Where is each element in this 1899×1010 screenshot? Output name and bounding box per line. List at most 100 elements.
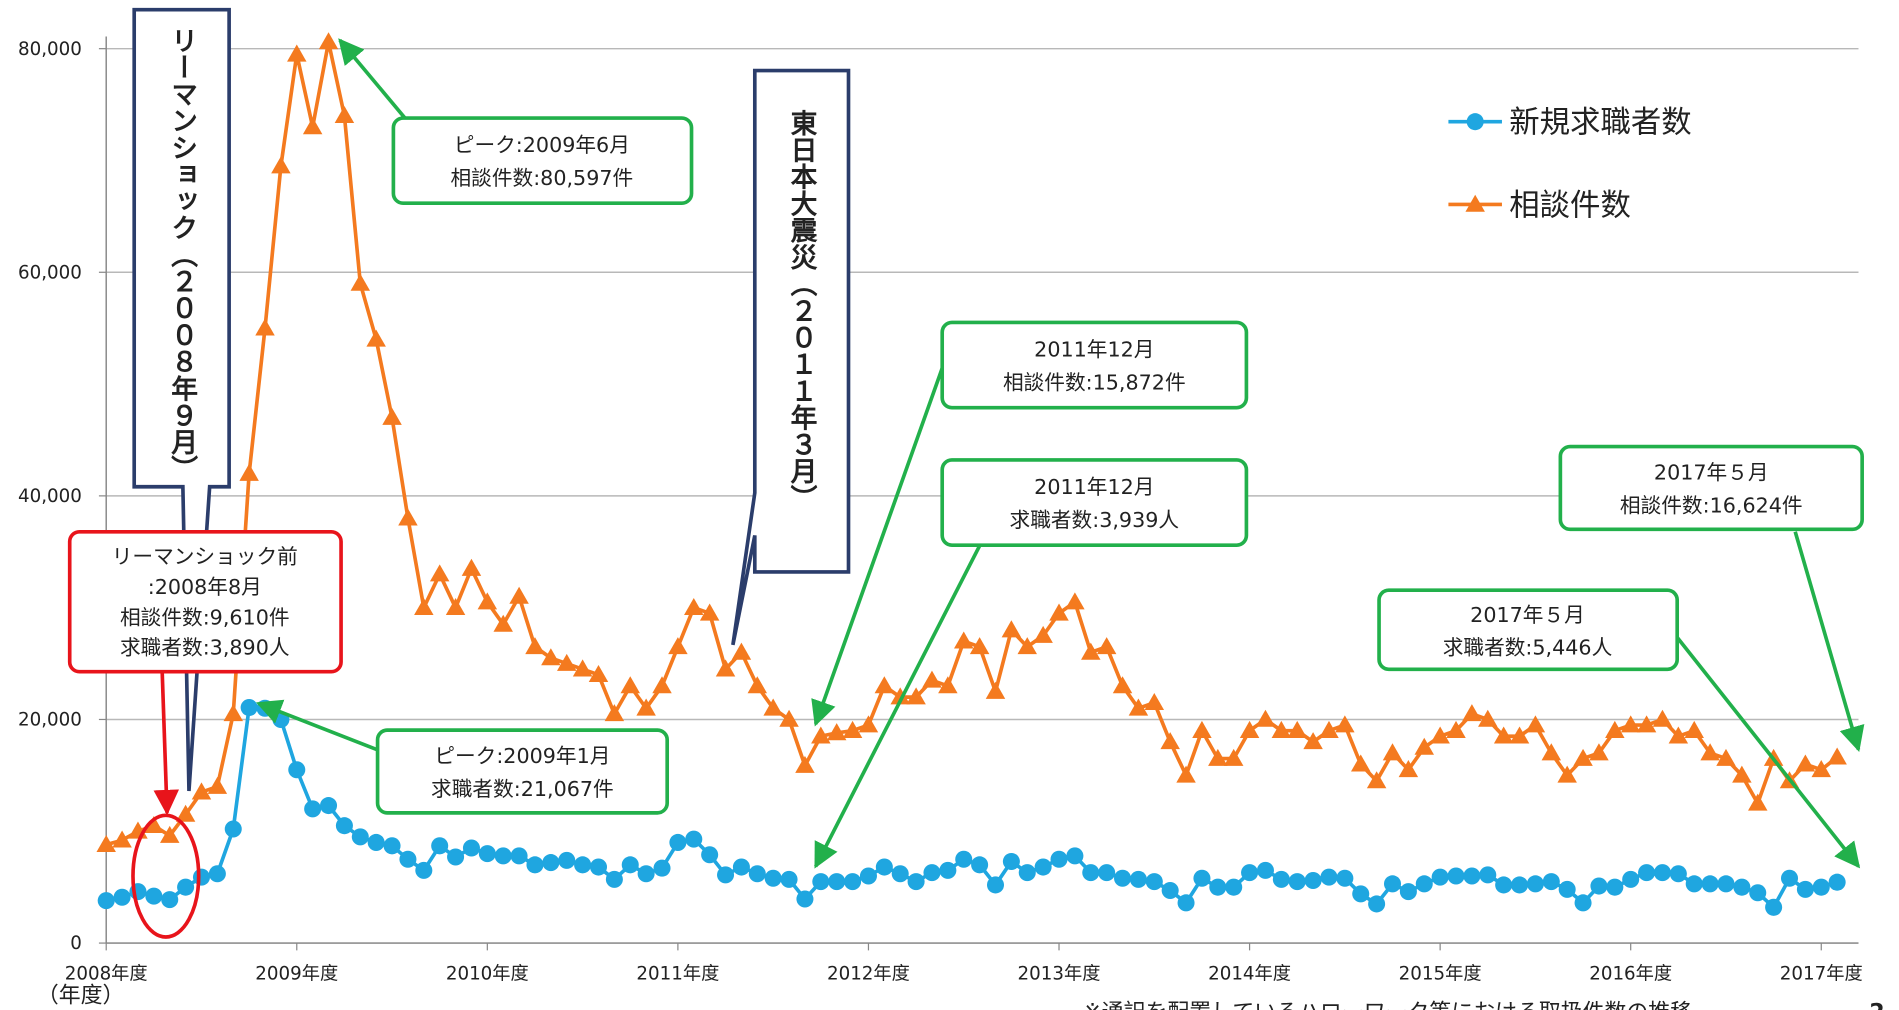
circle-marker	[1542, 873, 1560, 891]
circle-marker	[1336, 869, 1354, 887]
series	[96, 32, 1847, 852]
triangle-marker	[1795, 754, 1816, 772]
triangle-marker	[175, 804, 196, 822]
triangle-marker	[144, 815, 164, 833]
x-tick-label: 2008年度	[65, 964, 148, 985]
circle-marker	[1558, 880, 1576, 898]
x-tick-label: 2013年度	[1018, 964, 1101, 985]
annotation: 2017年５月相談件数:16,624件	[1620, 460, 1803, 517]
triangle-marker	[271, 156, 291, 174]
triangle-marker	[1017, 637, 1037, 655]
circle-marker	[1685, 875, 1703, 893]
triangle-marker	[572, 659, 593, 677]
circle-marker	[208, 865, 226, 883]
annotation-box	[67, 529, 343, 674]
circle-marker	[875, 858, 893, 876]
circle-marker	[1161, 882, 1179, 900]
triangle-marker	[906, 687, 926, 705]
legend-label: 相談件数	[1509, 188, 1631, 223]
triangle-marker	[1239, 720, 1260, 738]
circle-marker	[1717, 875, 1735, 893]
annotation-box	[940, 320, 1249, 410]
triangle-marker	[1465, 194, 1485, 212]
triangle-marker	[1096, 637, 1117, 655]
circle-marker	[351, 828, 369, 846]
circle-marker	[224, 820, 242, 838]
triangle-marker	[1509, 726, 1530, 744]
highlight-circle	[131, 813, 201, 939]
triangle-marker	[763, 698, 783, 716]
triangle-marker	[1398, 760, 1419, 778]
circle-marker	[891, 865, 909, 883]
triangle-marker	[1049, 603, 1069, 621]
legend-label: 新規求職者数	[1509, 106, 1691, 141]
triangle-marker	[652, 676, 672, 694]
circle-marker	[780, 870, 798, 888]
triangle-marker	[1414, 737, 1434, 755]
circle-marker	[1828, 873, 1846, 891]
circle-marker	[1638, 864, 1656, 882]
circle-marker	[1018, 864, 1036, 882]
circle-marker	[1765, 898, 1783, 916]
circle-marker	[717, 866, 735, 884]
triangle-marker	[874, 676, 895, 694]
triangle-marker	[461, 558, 482, 576]
circle-marker	[796, 890, 814, 908]
triangle-marker	[1700, 743, 1720, 761]
triangle-marker	[1382, 743, 1403, 761]
annotation: ピーク:2009年1月求職者数:21,067件	[431, 744, 614, 801]
triangle-marker	[334, 106, 355, 124]
circle-marker	[1193, 869, 1211, 887]
triangle-marker	[318, 32, 339, 50]
x-tick-label: 2014年度	[1208, 964, 1291, 985]
circle-marker	[1796, 880, 1814, 898]
arrow	[1793, 531, 1865, 753]
triangle-marker	[112, 830, 132, 848]
circle-marker	[161, 891, 179, 909]
triangle-marker	[1589, 743, 1609, 761]
triangle-marker	[1160, 732, 1180, 750]
page-number: －2－	[1848, 1001, 1899, 1010]
circle-marker	[97, 892, 115, 910]
circle-marker	[828, 873, 846, 891]
circle-marker	[923, 864, 941, 882]
event-label: リーマンショック（２００８年９月）	[166, 27, 198, 482]
triangle-marker	[1208, 748, 1228, 766]
circle-marker	[685, 830, 703, 848]
triangle-marker	[96, 834, 116, 852]
arrow	[1672, 631, 1861, 869]
annotation: 2017年５月求職者数:5,446人	[1443, 603, 1613, 660]
triangle-marker	[1128, 698, 1149, 716]
triangle-marker	[1732, 765, 1752, 783]
triangle-marker	[1478, 709, 1498, 727]
triangle-marker	[779, 709, 799, 727]
triangle-marker	[509, 586, 529, 604]
x-tick-label: 2016年度	[1589, 964, 1672, 985]
triangle-marker	[1541, 743, 1562, 761]
triangle-marker	[1636, 715, 1657, 733]
y-tick-label: 80,000	[18, 39, 82, 60]
circle-marker	[1145, 873, 1163, 891]
triangle-marker	[731, 642, 752, 660]
circle-marker	[621, 856, 639, 874]
triangle-marker	[954, 631, 974, 649]
triangle-marker	[302, 117, 323, 135]
triangle-marker	[1033, 625, 1053, 643]
circle-marker	[844, 873, 862, 891]
triangle-marker	[604, 704, 625, 722]
y-tick-label: 60,000	[18, 262, 82, 283]
circle-marker	[335, 817, 353, 835]
triangle-marker	[668, 637, 688, 655]
y-tick-label: 40,000	[18, 486, 82, 507]
circle-marker	[113, 888, 131, 906]
circle-marker	[1447, 867, 1465, 885]
triangle-marker	[1716, 748, 1736, 766]
annotation: ピーク:2009年6月相談件数:80,597件	[451, 133, 634, 190]
circle-marker	[748, 865, 766, 883]
circle-marker	[145, 887, 163, 905]
triangle-marker	[1493, 726, 1514, 744]
circle-marker	[320, 797, 338, 815]
triangle-marker	[350, 273, 371, 291]
